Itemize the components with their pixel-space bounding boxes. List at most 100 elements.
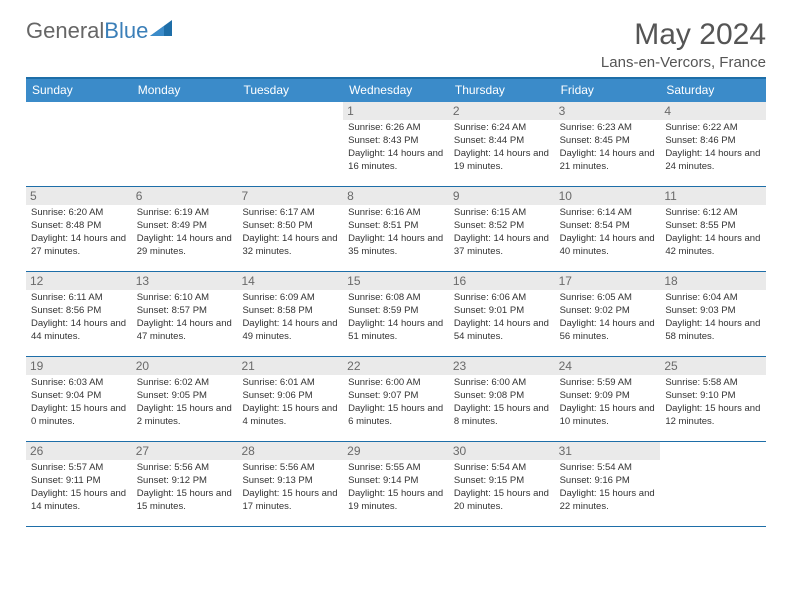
weekday-header: Monday xyxy=(132,79,238,102)
day-info: Sunrise: 6:12 AMSunset: 8:55 PMDaylight:… xyxy=(665,207,761,258)
day-cell: 10 Sunrise: 6:14 AMSunset: 8:54 PMDayligh… xyxy=(555,187,661,271)
sunrise-text: Sunrise: 6:24 AM xyxy=(454,122,550,135)
sunrise-text: Sunrise: 6:17 AM xyxy=(242,207,338,220)
weekday-header: Sunday xyxy=(26,79,132,102)
daylight-text: Daylight: 15 hours and 20 minutes. xyxy=(454,488,550,514)
sunset-text: Sunset: 9:04 PM xyxy=(31,390,127,403)
sunset-text: Sunset: 8:56 PM xyxy=(31,305,127,318)
daylight-text: Daylight: 15 hours and 17 minutes. xyxy=(242,488,338,514)
day-info: Sunrise: 6:00 AMSunset: 9:07 PMDaylight:… xyxy=(348,377,444,428)
sunrise-text: Sunrise: 6:16 AM xyxy=(348,207,444,220)
day-number: 28 xyxy=(237,442,343,460)
sunset-text: Sunset: 8:44 PM xyxy=(454,135,550,148)
sunset-text: Sunset: 9:02 PM xyxy=(560,305,656,318)
day-cell xyxy=(660,442,766,526)
day-cell xyxy=(26,102,132,186)
day-number: 12 xyxy=(26,272,132,290)
daylight-text: Daylight: 14 hours and 51 minutes. xyxy=(348,318,444,344)
day-cell: 27 Sunrise: 5:56 AMSunset: 9:12 PMDayligh… xyxy=(132,442,238,526)
day-info: Sunrise: 6:11 AMSunset: 8:56 PMDaylight:… xyxy=(31,292,127,343)
week-row: 12 Sunrise: 6:11 AMSunset: 8:56 PMDayligh… xyxy=(26,272,766,357)
week-row: 5Sunrise: 6:20 AMSunset: 8:48 PMDaylight… xyxy=(26,187,766,272)
day-number: 1 xyxy=(343,102,449,120)
day-number: 27 xyxy=(132,442,238,460)
day-number: 6 xyxy=(132,187,238,205)
day-cell: 25Sunrise: 5:58 AMSunset: 9:10 PMDayligh… xyxy=(660,357,766,441)
logo: GeneralBlue xyxy=(26,18,172,44)
daylight-text: Daylight: 15 hours and 8 minutes. xyxy=(454,403,550,429)
day-number: 20 xyxy=(132,357,238,375)
day-info: Sunrise: 6:17 AMSunset: 8:50 PMDaylight:… xyxy=(242,207,338,258)
daylight-text: Daylight: 15 hours and 19 minutes. xyxy=(348,488,444,514)
daylight-text: Daylight: 15 hours and 12 minutes. xyxy=(665,403,761,429)
sunset-text: Sunset: 9:11 PM xyxy=(31,475,127,488)
day-number: 10 xyxy=(555,187,661,205)
logo-text-general: General xyxy=(26,18,104,44)
day-info: Sunrise: 6:19 AMSunset: 8:49 PMDaylight:… xyxy=(137,207,233,258)
day-cell: 20Sunrise: 6:02 AMSunset: 9:05 PMDayligh… xyxy=(132,357,238,441)
sunrise-text: Sunrise: 6:00 AM xyxy=(454,377,550,390)
day-number: 30 xyxy=(449,442,555,460)
sunrise-text: Sunrise: 6:10 AM xyxy=(137,292,233,305)
sunrise-text: Sunrise: 6:14 AM xyxy=(560,207,656,220)
day-cell: 29Sunrise: 5:55 AMSunset: 9:14 PMDayligh… xyxy=(343,442,449,526)
daylight-text: Daylight: 14 hours and 35 minutes. xyxy=(348,233,444,259)
day-info: Sunrise: 6:00 AMSunset: 9:08 PMDaylight:… xyxy=(454,377,550,428)
day-cell: 1Sunrise: 6:26 AMSunset: 8:43 PMDaylight… xyxy=(343,102,449,186)
day-cell: 22 Sunrise: 6:00 AMSunset: 9:07 PMDayligh… xyxy=(343,357,449,441)
day-number: 11 xyxy=(660,187,766,205)
sunset-text: Sunset: 8:57 PM xyxy=(137,305,233,318)
weekday-header: Thursday xyxy=(449,79,555,102)
day-number: 22 xyxy=(343,357,449,375)
weekday-header: Friday xyxy=(555,79,661,102)
day-info: Sunrise: 6:16 AMSunset: 8:51 PMDaylight:… xyxy=(348,207,444,258)
sunset-text: Sunset: 8:52 PM xyxy=(454,220,550,233)
sunrise-text: Sunrise: 6:20 AM xyxy=(31,207,127,220)
week-row: 19Sunrise: 6:03 AMSunset: 9:04 PMDayligh… xyxy=(26,357,766,442)
sunrise-text: Sunrise: 6:00 AM xyxy=(348,377,444,390)
day-number: 14 xyxy=(237,272,343,290)
sunset-text: Sunset: 8:46 PM xyxy=(665,135,761,148)
sunrise-text: Sunrise: 6:22 AM xyxy=(665,122,761,135)
day-info: Sunrise: 6:03 AMSunset: 9:04 PMDaylight:… xyxy=(31,377,127,428)
daylight-text: Daylight: 14 hours and 19 minutes. xyxy=(454,148,550,174)
month-title: May 2024 xyxy=(601,18,766,52)
day-cell: 18Sunrise: 6:04 AMSunset: 9:03 PMDayligh… xyxy=(660,272,766,356)
sunrise-text: Sunrise: 6:05 AM xyxy=(560,292,656,305)
daylight-text: Daylight: 14 hours and 21 minutes. xyxy=(560,148,656,174)
sunrise-text: Sunrise: 5:54 AM xyxy=(454,462,550,475)
title-block: May 2024 Lans-en-Vercors, France xyxy=(601,18,766,71)
sunrise-text: Sunrise: 6:26 AM xyxy=(348,122,444,135)
day-number: 17 xyxy=(555,272,661,290)
day-info: Sunrise: 6:24 AMSunset: 8:44 PMDaylight:… xyxy=(454,122,550,173)
daylight-text: Daylight: 14 hours and 58 minutes. xyxy=(665,318,761,344)
sunrise-text: Sunrise: 5:58 AM xyxy=(665,377,761,390)
day-number: 21 xyxy=(237,357,343,375)
day-number: 4 xyxy=(660,102,766,120)
day-cell: 13Sunrise: 6:10 AMSunset: 8:57 PMDayligh… xyxy=(132,272,238,356)
day-info: Sunrise: 5:59 AMSunset: 9:09 PMDaylight:… xyxy=(560,377,656,428)
daylight-text: Daylight: 14 hours and 47 minutes. xyxy=(137,318,233,344)
day-cell: 30Sunrise: 5:54 AMSunset: 9:15 PMDayligh… xyxy=(449,442,555,526)
sunset-text: Sunset: 9:03 PM xyxy=(665,305,761,318)
day-info: Sunrise: 6:14 AMSunset: 8:54 PMDaylight:… xyxy=(560,207,656,258)
sunset-text: Sunset: 9:09 PM xyxy=(560,390,656,403)
sunset-text: Sunset: 9:08 PM xyxy=(454,390,550,403)
day-cell: 24Sunrise: 5:59 AMSunset: 9:09 PMDayligh… xyxy=(555,357,661,441)
day-info: Sunrise: 5:54 AMSunset: 9:16 PMDaylight:… xyxy=(560,462,656,513)
day-info: Sunrise: 5:55 AMSunset: 9:14 PMDaylight:… xyxy=(348,462,444,513)
day-cell xyxy=(237,102,343,186)
daylight-text: Daylight: 14 hours and 42 minutes. xyxy=(665,233,761,259)
day-info: Sunrise: 5:56 AMSunset: 9:13 PMDaylight:… xyxy=(242,462,338,513)
sunset-text: Sunset: 9:05 PM xyxy=(137,390,233,403)
daylight-text: Daylight: 15 hours and 14 minutes. xyxy=(31,488,127,514)
sunset-text: Sunset: 9:07 PM xyxy=(348,390,444,403)
day-info: Sunrise: 5:56 AMSunset: 9:12 PMDaylight:… xyxy=(137,462,233,513)
sunset-text: Sunset: 8:55 PM xyxy=(665,220,761,233)
day-number: 16 xyxy=(449,272,555,290)
daylight-text: Daylight: 14 hours and 29 minutes. xyxy=(137,233,233,259)
day-number: 3 xyxy=(555,102,661,120)
logo-triangle-icon xyxy=(150,16,172,42)
day-cell: 9Sunrise: 6:15 AMSunset: 8:52 PMDaylight… xyxy=(449,187,555,271)
sunset-text: Sunset: 9:16 PM xyxy=(560,475,656,488)
